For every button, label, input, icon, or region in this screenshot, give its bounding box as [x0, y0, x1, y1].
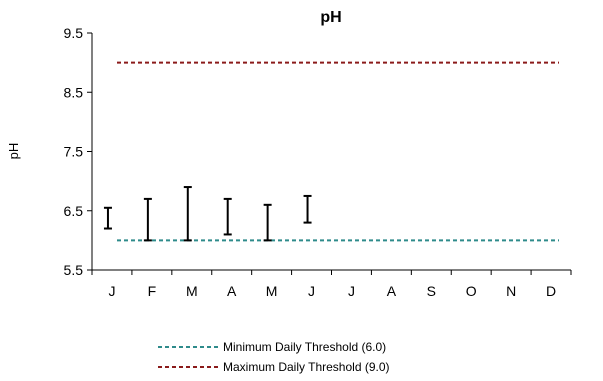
range-bar [223, 197, 232, 236]
range-bar [183, 186, 192, 242]
y-tick-label: 6.5 [64, 203, 84, 219]
y-axis-label: pH [6, 143, 21, 160]
x-tick-label: J [308, 283, 315, 299]
x-tick-label: N [506, 283, 516, 299]
plot-area: 9.5 8.5 7.5 6.5 5.5 J F M A M J J A S O N D [64, 25, 572, 299]
x-tick-label: M [186, 283, 198, 299]
x-tick-label: S [427, 283, 436, 299]
range-bar [303, 194, 312, 224]
y-tick-label: 8.5 [64, 84, 84, 100]
y-tick-label: 9.5 [64, 25, 84, 41]
x-tick-label: F [148, 283, 157, 299]
range-bar [263, 203, 272, 242]
x-tick-label: J [348, 283, 355, 299]
x-tick-label: M [266, 283, 278, 299]
legend-min-label: Minimum Daily Threshold (6.0) [223, 340, 386, 354]
range-bar [103, 206, 112, 230]
x-tick-label: J [108, 283, 115, 299]
x-tick-label: D [546, 283, 556, 299]
legend: Minimum Daily Threshold (6.0) Maximum Dai… [158, 340, 390, 374]
x-tick-label: A [387, 283, 397, 299]
range-bar [143, 197, 152, 242]
y-tick-label: 5.5 [64, 262, 84, 278]
y-tick-label: 7.5 [64, 144, 84, 160]
legend-max-label: Maximum Daily Threshold (9.0) [223, 360, 390, 374]
chart-title: pH [320, 9, 341, 26]
x-tick-label: O [466, 283, 477, 299]
x-tick-label: A [227, 283, 237, 299]
